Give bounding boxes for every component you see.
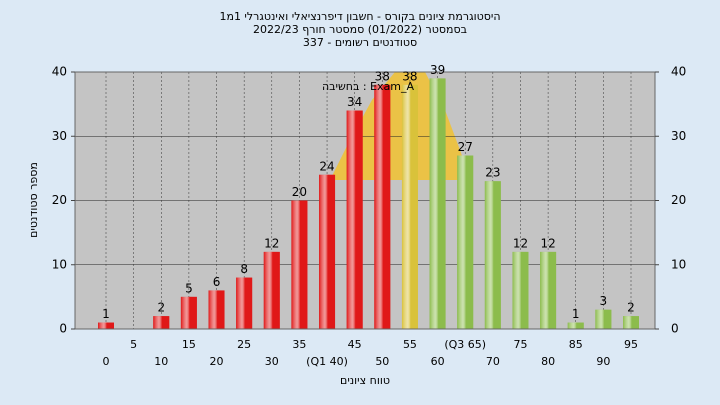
value-label: 23 — [485, 166, 500, 180]
bar — [180, 296, 197, 329]
x-tick-label: 80 — [541, 355, 555, 368]
annotation: בחשיבה : Exam_A — [322, 80, 414, 93]
bar — [512, 251, 529, 329]
value-label: 24 — [319, 159, 334, 173]
bar — [98, 322, 114, 329]
chart-subtitle: בסמסטר (01/2022) סמסטר חורף 2022/23 — [253, 23, 467, 36]
y2-tick-label: 30 — [671, 129, 686, 143]
bar — [319, 174, 336, 329]
y-axis-label: מספר סטודנטים — [27, 162, 40, 238]
bar — [236, 277, 253, 329]
x-tick-label: 85 — [569, 338, 583, 351]
chart-title: היסטוגרמת ציונים בקורס - חשבון דיפרנציאל… — [219, 10, 500, 23]
chart-subtitle: סטודנטים רשומים - 337 — [303, 36, 417, 49]
value-label: 34 — [347, 95, 362, 109]
y-tick-label: 20 — [52, 193, 67, 207]
value-label: 1 — [572, 307, 580, 321]
y-tick-label: 0 — [59, 322, 67, 336]
x-tick-label: 90 — [596, 355, 610, 368]
x-tick-label: 15 — [182, 338, 196, 351]
bar — [540, 251, 557, 329]
value-label: 12 — [264, 236, 279, 250]
bar — [457, 155, 474, 329]
x-tick-label: (Q3 65) — [444, 338, 486, 351]
x-axis-label: טווח ציונים — [340, 374, 390, 387]
value-label: 2 — [627, 301, 635, 315]
bar — [374, 84, 391, 329]
value-label: 27 — [458, 140, 473, 154]
bar — [623, 316, 639, 329]
x-tick-label: 70 — [486, 355, 500, 368]
y-tick-label: 10 — [52, 257, 67, 271]
x-tick-label: (Q1 40) — [306, 355, 348, 368]
value-label: 1 — [102, 307, 110, 321]
x-tick-label: 30 — [265, 355, 279, 368]
bar — [484, 181, 501, 329]
value-label: 38 — [375, 69, 390, 83]
bar — [153, 316, 170, 329]
value-label: 12 — [540, 236, 555, 250]
value-label: 6 — [213, 275, 221, 289]
x-tick-label: 10 — [154, 355, 168, 368]
value-label: 12 — [513, 236, 528, 250]
bar — [291, 200, 308, 329]
x-tick-label: 50 — [375, 355, 389, 368]
bar — [595, 309, 612, 329]
value-label: 8 — [240, 262, 248, 276]
bar — [429, 78, 446, 329]
value-label: 3 — [600, 294, 608, 308]
bar — [567, 322, 584, 329]
value-label: 20 — [292, 185, 307, 199]
y2-tick-label: 0 — [671, 322, 679, 336]
x-tick-label: 35 — [292, 338, 306, 351]
y2-tick-label: 20 — [671, 193, 686, 207]
x-tick-label: 95 — [624, 338, 638, 351]
x-tick-label: 75 — [513, 338, 527, 351]
value-label: 39 — [430, 63, 445, 77]
value-label: 2 — [157, 301, 165, 315]
bar — [263, 251, 280, 329]
bar — [401, 84, 418, 329]
y-tick-label: 40 — [52, 65, 67, 79]
x-tick-label: 45 — [348, 338, 362, 351]
x-tick-label: 60 — [431, 355, 445, 368]
x-tick-label: 5 — [130, 338, 137, 351]
x-tick-label: 55 — [403, 338, 417, 351]
y2-tick-label: 40 — [671, 65, 686, 79]
x-tick-label: 25 — [237, 338, 251, 351]
value-label: 5 — [185, 281, 193, 295]
x-tick-label: 0 — [103, 355, 110, 368]
value-label: 38 — [402, 69, 417, 83]
y-tick-label: 30 — [52, 129, 67, 143]
y2-tick-label: 10 — [671, 257, 686, 271]
bar — [346, 110, 363, 329]
x-tick-label: 20 — [210, 355, 224, 368]
bar — [208, 290, 225, 329]
